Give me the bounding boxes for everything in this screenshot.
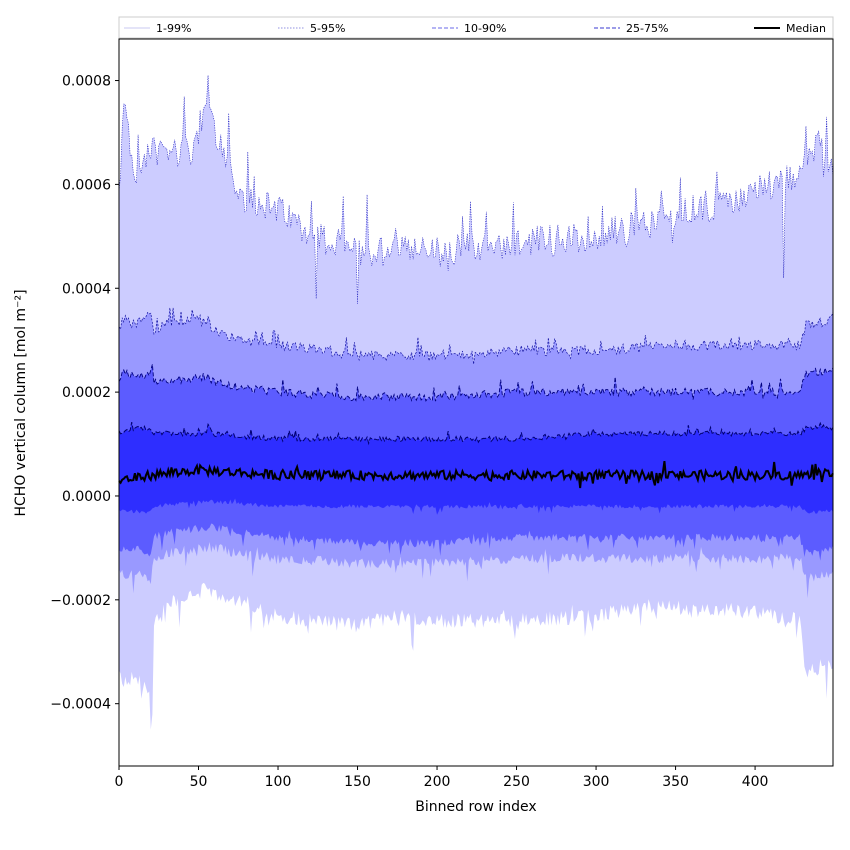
y-axis-label: HCHO vertical column [mol m⁻²]: [13, 289, 29, 516]
band-upper-line-5-95pct: [118, 307, 834, 365]
legend: 1-99% 5-95% 10-90% 25-75% Median: [118, 16, 834, 39]
y-tick-label: −0.0002: [50, 593, 111, 609]
legend-label: 1-99%: [156, 22, 191, 35]
x-tick-label: 0: [115, 774, 124, 790]
band-upper-line-1-99pct: [118, 75, 834, 304]
legend-box: [118, 16, 834, 39]
y-tick-label: 0.0006: [62, 177, 111, 193]
y-tick-label: 0.0004: [62, 281, 111, 297]
x-tick-label: 400: [742, 774, 769, 790]
x-axis-label: Binned row index: [415, 799, 536, 815]
y-tick-label: −0.0004: [50, 697, 111, 713]
legend-label: 10-90%: [464, 22, 506, 35]
legend-label: 5-95%: [310, 22, 345, 35]
x-tick-label: 200: [424, 774, 451, 790]
quantile-lines: [118, 75, 834, 489]
quantile-bands: [119, 75, 833, 730]
legend-label: Median: [786, 22, 826, 35]
band-upper-line-10-90pct: [118, 364, 834, 402]
x-tick-label: 250: [503, 774, 530, 790]
legend-label: 25-75%: [626, 22, 668, 35]
band-25-75pct: [119, 422, 833, 515]
y-tick-label: 0.0002: [62, 385, 111, 401]
band-upper-line-25-75pct: [118, 421, 834, 446]
x-tick-label: 50: [190, 774, 208, 790]
x-tick-label: 300: [583, 774, 610, 790]
x-tick-label: 100: [265, 774, 292, 790]
plot-frame: [118, 38, 834, 767]
median-line: [118, 460, 834, 489]
x-tick-label: 150: [344, 774, 371, 790]
y-tick-label: 0.0000: [62, 489, 111, 505]
y-tick-label: 0.0008: [62, 74, 111, 90]
x-tick-label: 350: [662, 774, 689, 790]
axes: 0 50 100 150 200 250 300 350 400 −0.0004 −0.0002 0.…: [50, 38, 834, 790]
